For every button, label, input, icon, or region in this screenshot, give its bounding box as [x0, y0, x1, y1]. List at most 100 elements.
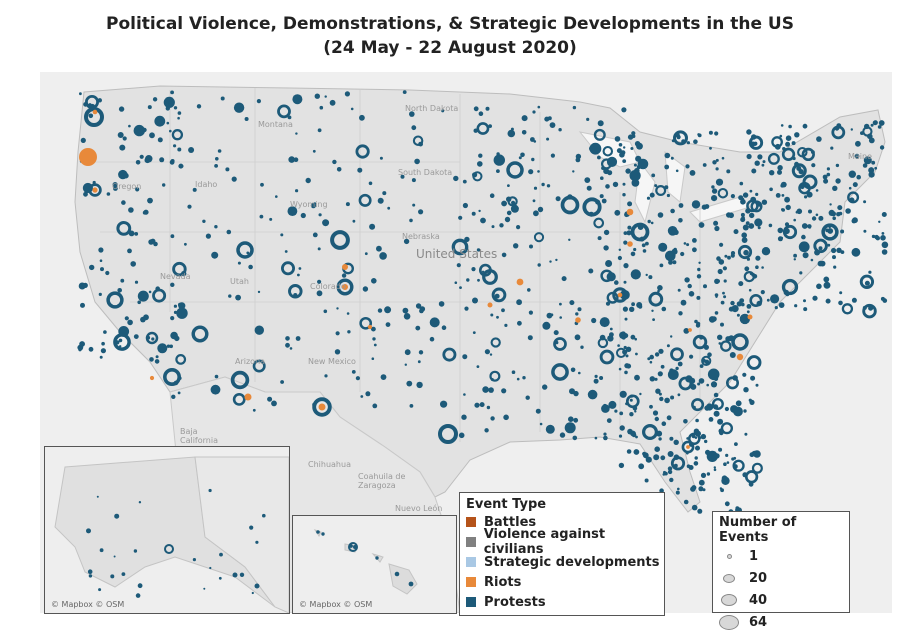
- event-marker[interactable]: [823, 281, 831, 289]
- event-marker[interactable]: [570, 367, 576, 373]
- event-marker[interactable]: [629, 398, 633, 402]
- event-marker[interactable]: [660, 364, 665, 369]
- event-marker[interactable]: [99, 259, 103, 262]
- event-marker[interactable]: [593, 378, 599, 384]
- event-marker[interactable]: [687, 283, 692, 289]
- event-marker[interactable]: [244, 117, 249, 121]
- event-marker[interactable]: [601, 198, 607, 204]
- event-marker[interactable]: [878, 220, 881, 223]
- event-marker[interactable]: [487, 302, 493, 308]
- event-marker[interactable]: [803, 307, 808, 312]
- event-marker[interactable]: [761, 199, 768, 205]
- event-marker[interactable]: [520, 152, 525, 158]
- event-marker[interactable]: [657, 212, 664, 218]
- event-marker[interactable]: [489, 370, 501, 382]
- event-marker[interactable]: [310, 203, 316, 209]
- event-marker[interactable]: [597, 236, 602, 241]
- event-marker[interactable]: [868, 305, 874, 311]
- event-marker[interactable]: [159, 157, 165, 163]
- event-marker[interactable]: [802, 174, 818, 190]
- event-marker[interactable]: [541, 182, 545, 187]
- event-marker[interactable]: [717, 334, 723, 340]
- event-marker[interactable]: [652, 318, 655, 321]
- event-marker[interactable]: [698, 261, 701, 264]
- event-marker[interactable]: [694, 456, 698, 460]
- event-marker[interactable]: [128, 124, 131, 128]
- event-marker[interactable]: [743, 409, 747, 413]
- event-marker[interactable]: [832, 185, 838, 191]
- event-marker[interactable]: [138, 501, 142, 504]
- event-marker[interactable]: [667, 451, 674, 457]
- event-marker[interactable]: [624, 370, 628, 375]
- event-marker[interactable]: [235, 294, 242, 301]
- event-marker[interactable]: [324, 374, 328, 378]
- event-marker[interactable]: [489, 353, 493, 356]
- event-marker[interactable]: [839, 291, 843, 295]
- event-marker[interactable]: [711, 398, 724, 411]
- event-marker[interactable]: [835, 163, 840, 168]
- event-marker[interactable]: [664, 164, 670, 170]
- event-marker[interactable]: [300, 212, 306, 219]
- event-marker[interactable]: [142, 210, 147, 215]
- event-marker[interactable]: [411, 178, 416, 183]
- event-marker[interactable]: [124, 316, 129, 321]
- event-marker[interactable]: [627, 201, 633, 207]
- event-type-legend-item[interactable]: Battles: [466, 512, 664, 532]
- event-marker[interactable]: [676, 135, 681, 140]
- event-marker[interactable]: [359, 316, 373, 330]
- event-marker[interactable]: [707, 352, 712, 358]
- event-marker[interactable]: [321, 532, 325, 536]
- event-marker[interactable]: [657, 289, 660, 293]
- event-marker[interactable]: [599, 376, 604, 380]
- event-marker[interactable]: [622, 193, 626, 197]
- event-marker[interactable]: [154, 359, 160, 364]
- event-marker[interactable]: [697, 382, 701, 386]
- event-marker[interactable]: [344, 91, 350, 97]
- event-marker[interactable]: [622, 349, 628, 355]
- event-marker[interactable]: [740, 212, 745, 217]
- event-marker[interactable]: [477, 278, 480, 282]
- event-marker[interactable]: [710, 381, 718, 388]
- event-marker[interactable]: [659, 263, 664, 268]
- event-marker[interactable]: [316, 290, 323, 297]
- event-marker[interactable]: [746, 310, 750, 314]
- alaska-event-markers[interactable]: [86, 488, 266, 598]
- event-marker[interactable]: [780, 181, 787, 188]
- event-marker[interactable]: [755, 383, 759, 387]
- event-marker[interactable]: [702, 163, 707, 167]
- event-marker[interactable]: [784, 196, 790, 203]
- event-marker[interactable]: [511, 370, 516, 375]
- event-marker[interactable]: [736, 353, 744, 361]
- event-marker[interactable]: [754, 218, 763, 227]
- event-marker[interactable]: [881, 212, 887, 217]
- event-marker[interactable]: [438, 301, 445, 307]
- event-marker[interactable]: [647, 219, 651, 224]
- event-marker[interactable]: [754, 160, 760, 166]
- event-marker[interactable]: [694, 436, 698, 439]
- event-marker[interactable]: [730, 194, 736, 199]
- event-marker[interactable]: [781, 194, 785, 197]
- event-marker[interactable]: [127, 319, 133, 326]
- event-marker[interactable]: [517, 320, 522, 326]
- event-marker[interactable]: [675, 490, 680, 495]
- event-marker[interactable]: [352, 219, 356, 223]
- event-marker[interactable]: [130, 261, 136, 267]
- event-marker[interactable]: [599, 317, 610, 328]
- event-marker[interactable]: [312, 232, 318, 238]
- event-marker[interactable]: [642, 451, 647, 456]
- event-marker[interactable]: [699, 364, 704, 368]
- event-marker[interactable]: [205, 233, 211, 239]
- event-marker[interactable]: [177, 116, 180, 120]
- event-marker[interactable]: [139, 154, 144, 159]
- event-marker[interactable]: [746, 355, 762, 370]
- event-marker[interactable]: [379, 252, 387, 260]
- event-marker[interactable]: [666, 344, 670, 348]
- event-marker[interactable]: [589, 142, 602, 155]
- event-marker[interactable]: [803, 299, 806, 303]
- event-marker[interactable]: [516, 278, 524, 286]
- event-marker[interactable]: [723, 462, 727, 467]
- event-marker[interactable]: [259, 214, 264, 219]
- event-marker[interactable]: [322, 219, 330, 227]
- event-marker[interactable]: [134, 280, 139, 284]
- event-marker[interactable]: [280, 261, 295, 276]
